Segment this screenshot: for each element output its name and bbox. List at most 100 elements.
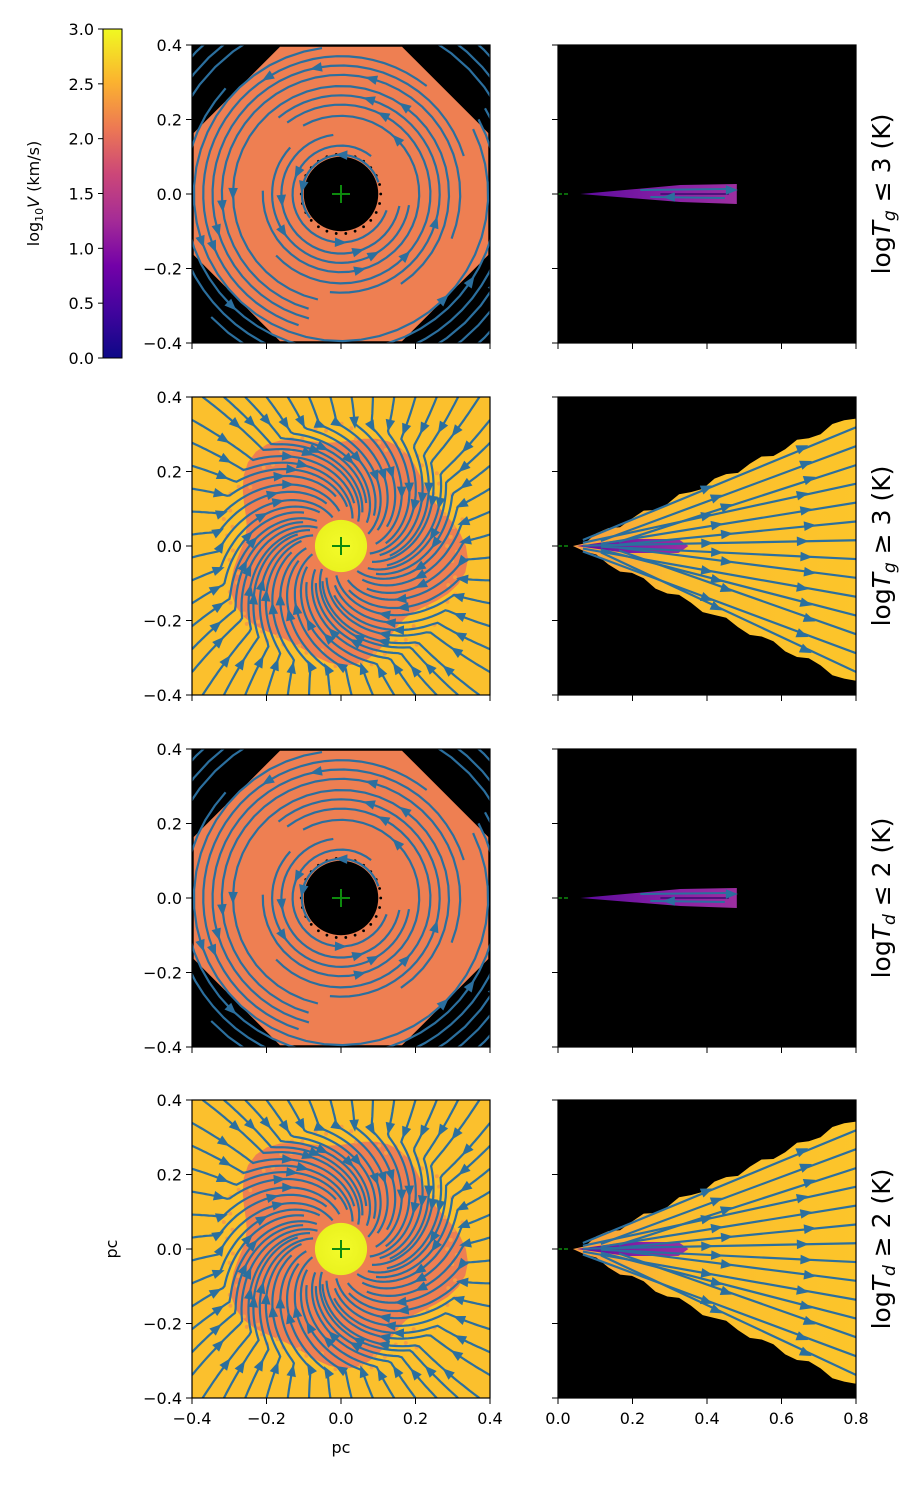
disk-speck <box>261 1168 266 1173</box>
hole-edge-speck <box>317 929 320 933</box>
streamline <box>244 397 368 504</box>
stream-arrow <box>415 578 429 588</box>
streamline <box>370 397 403 545</box>
streamline <box>192 1224 304 1353</box>
streamline <box>386 1122 490 1270</box>
stream-arrow <box>802 1179 816 1189</box>
streamline <box>244 534 314 695</box>
stream-arrow <box>214 1213 228 1223</box>
streamline <box>310 569 417 695</box>
streamline <box>275 807 432 989</box>
streamline <box>192 521 304 650</box>
row-label-relation: ≤ 3 (K) <box>867 114 896 211</box>
streamline <box>293 553 353 695</box>
stream-arrow <box>207 943 216 957</box>
streamline <box>333 1287 490 1331</box>
edge-on-panel <box>558 749 856 1047</box>
stream-arrow <box>255 1281 266 1295</box>
streamline <box>286 397 377 516</box>
colorbar-label-var: V <box>24 196 43 208</box>
y-tick-label: −0.2 <box>143 260 182 279</box>
streamline <box>375 464 490 576</box>
stream-arrow <box>255 1215 268 1226</box>
streamline <box>582 539 856 547</box>
streamline <box>318 1271 459 1398</box>
streamline <box>582 550 856 655</box>
stream-arrow <box>335 10 347 20</box>
stream-arrow <box>802 1315 816 1325</box>
streamline <box>600 501 856 545</box>
stream-arrow <box>212 488 226 498</box>
stream-arrow <box>799 460 813 470</box>
y-tick-label: −0.4 <box>143 1389 182 1408</box>
stream-arrow <box>265 490 279 501</box>
stream-arrow <box>803 1224 817 1234</box>
streamline <box>314 583 438 695</box>
streamline <box>333 584 490 628</box>
stream-arrow <box>795 1331 809 1341</box>
stream-arrow <box>428 1198 438 1211</box>
streamline <box>223 1100 364 1216</box>
stream-arrow <box>710 1277 723 1287</box>
streamline <box>379 397 438 557</box>
row-label: logTd ≤ 2 (K) <box>867 818 900 979</box>
stream-arrow <box>461 1143 474 1156</box>
streamline <box>271 551 296 695</box>
stream-arrow <box>410 1201 421 1215</box>
stream-arrow <box>209 621 222 633</box>
stream-arrow <box>244 584 254 597</box>
streamline <box>618 549 856 636</box>
streamline <box>379 1100 438 1260</box>
stream-arrow <box>435 496 446 510</box>
stream-arrow <box>719 1206 733 1216</box>
stream-arrow <box>525 904 535 916</box>
stream-arrow <box>450 647 464 658</box>
streamline <box>650 900 725 903</box>
y-tick-label: 0.0 <box>157 537 182 556</box>
stream-arrow <box>286 1364 296 1378</box>
colorbar-tick-label: 1.0 <box>69 239 94 258</box>
stream-arrow <box>276 224 287 237</box>
stream-arrow <box>429 1230 441 1244</box>
stream-arrow <box>458 1163 471 1176</box>
streamline <box>277 798 441 998</box>
disk-speck <box>304 650 309 655</box>
stream-arrow <box>435 1199 446 1213</box>
streamline <box>582 1185 856 1247</box>
streamline <box>286 1262 332 1398</box>
disk-speck <box>372 651 377 656</box>
hole-edge-speck <box>344 936 348 939</box>
x-tick-label: 0.4 <box>477 1409 502 1428</box>
stream-arrow <box>398 251 411 264</box>
stream-arrow <box>313 1121 327 1131</box>
stream-arrow <box>424 482 434 495</box>
stream-arrow <box>719 1285 733 1295</box>
streamline <box>265 397 372 523</box>
streamline <box>618 463 856 543</box>
stream-arrow <box>410 665 422 678</box>
stream-arrow <box>315 1143 329 1154</box>
stream-arrow <box>414 1272 427 1283</box>
stream-arrow <box>459 535 472 545</box>
stream-arrow <box>392 134 405 147</box>
stream-arrow <box>353 266 367 276</box>
y-tick-label: −0.4 <box>143 334 182 353</box>
streamline <box>389 397 460 557</box>
stream-arrow <box>720 529 734 540</box>
stream-arrow <box>402 1125 412 1139</box>
stream-arrow <box>268 602 279 615</box>
stream-arrow <box>216 1135 230 1147</box>
hole-edge-speck <box>334 936 338 939</box>
stream-arrow <box>377 637 391 648</box>
stream-arrow <box>211 602 225 614</box>
disk-speck <box>383 1150 388 1155</box>
stream-arrow <box>284 348 297 357</box>
stream-arrow <box>365 1122 375 1136</box>
disk-speck <box>228 1303 233 1308</box>
streamline <box>192 1167 349 1211</box>
stream-arrow <box>454 632 468 642</box>
streamline <box>286 1100 377 1219</box>
streamline <box>192 474 337 498</box>
streamline <box>192 505 321 582</box>
